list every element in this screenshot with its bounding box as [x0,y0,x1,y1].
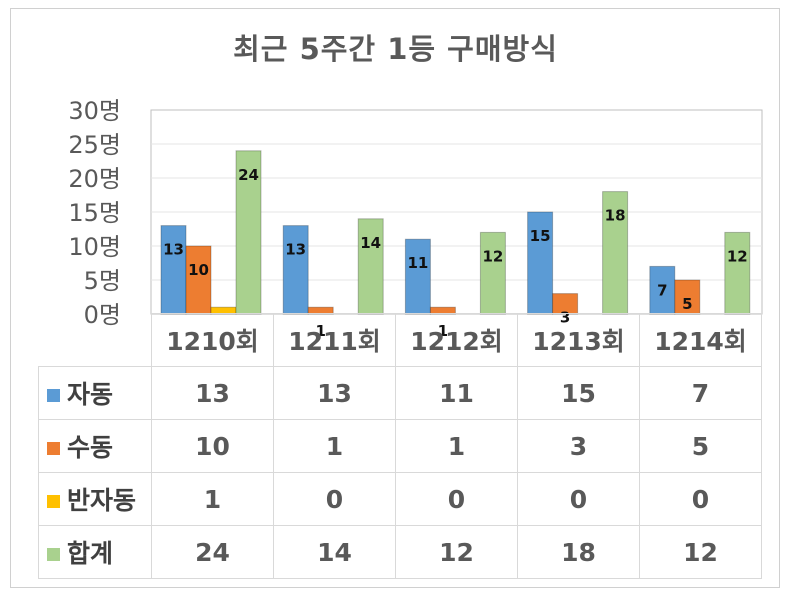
table-value: 12 [639,525,762,579]
data-label-total: 24 [238,166,259,184]
table-value: 13 [273,366,396,420]
table-value: 10 [151,419,274,473]
category-label: 1212회 [395,313,518,367]
table-value: 0 [273,472,396,526]
bar-manual [674,279,701,315]
series-name: 합계 [67,539,114,568]
bar-total [724,231,751,315]
table-value: 13 [151,366,274,420]
table-value: 1 [273,419,396,473]
bar-auto [527,211,554,315]
data-label-auto: 13 [163,241,184,259]
legend-key-semi-auto [47,495,60,508]
series-name-cell: 자동 [38,366,152,420]
table-value: 5 [639,419,762,473]
data-label-manual: 5 [682,295,692,313]
data-label-total: 12 [727,247,748,265]
bar-auto [282,225,309,315]
y-tick-label: 5명 [84,267,121,295]
bar-manual [185,245,212,315]
data-table: 1210회 1211회 1212회 1213회 1214회 자동 13 13 1… [38,313,762,579]
data-table-row-manual: 수동 10 1 1 3 5 [38,419,762,473]
data-label-total: 18 [605,207,626,225]
category-label: 1214회 [639,313,762,367]
data-label-total: 12 [482,247,503,265]
table-value: 3 [517,419,640,473]
y-tick-label: 20명 [68,165,121,193]
series-name-cell: 수동 [38,419,152,473]
data-table-header-row: 1210회 1211회 1212회 1213회 1214회 [38,313,762,367]
bar-auto [649,265,676,315]
series-name: 반자동 [67,486,137,515]
data-label-total: 14 [360,234,381,252]
data-table-row-semi-auto: 반자동 1 0 0 0 0 [38,472,762,526]
bar-total [602,191,629,315]
y-tick-label: 25명 [68,131,121,159]
table-value: 0 [517,472,640,526]
category-label: 1213회 [517,313,640,367]
data-label-auto: 15 [530,227,551,245]
data-table-corner [38,313,152,367]
table-value: 11 [395,366,518,420]
bar-auto [160,225,187,315]
table-value: 0 [395,472,518,526]
table-value: 1 [151,472,274,526]
bar-total [357,218,384,315]
y-tick-label: 30명 [68,97,121,125]
data-label-auto: 11 [407,254,428,272]
table-value: 0 [639,472,762,526]
chart-title: 최근 5주간 1등 구매방식 [233,32,558,66]
table-value: 18 [517,525,640,579]
bar-total [235,150,262,315]
table-value: 7 [639,366,762,420]
legend-key-auto [47,389,60,402]
bar-auto [404,238,431,315]
data-label-auto: 7 [657,281,667,299]
table-value: 15 [517,366,640,420]
data-label-auto: 13 [285,241,306,259]
data-table-row-auto: 자동 13 13 11 15 7 [38,366,762,420]
series-name: 자동 [67,380,114,409]
series-name: 수동 [67,433,114,462]
y-tick-label: 10명 [68,233,121,261]
table-value: 14 [273,525,396,579]
legend-key-total [47,548,60,561]
series-name-cell: 합계 [38,525,152,579]
table-value: 1 [395,419,518,473]
data-label-manual: 10 [188,261,209,279]
category-label: 1210회 [151,313,274,367]
category-label: 1211회 [273,313,396,367]
data-table-row-total: 합계 24 14 12 18 12 [38,525,762,579]
y-tick-label: 15명 [68,199,121,227]
series-name-cell: 반자동 [38,472,152,526]
table-value: 24 [151,525,274,579]
table-value: 12 [395,525,518,579]
legend-key-manual [47,442,60,455]
bar-total [479,231,506,315]
